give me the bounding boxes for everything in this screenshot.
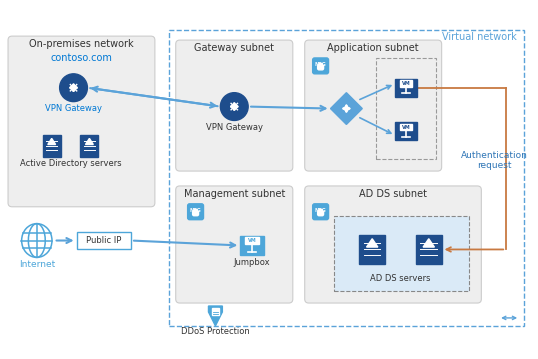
- Text: Internet: Internet: [19, 260, 55, 269]
- Bar: [43, 135, 61, 157]
- Text: NSG: NSG: [315, 62, 327, 67]
- Text: Active Directory servers: Active Directory servers: [20, 159, 122, 168]
- FancyBboxPatch shape: [176, 186, 293, 303]
- Bar: [81, 135, 98, 157]
- Polygon shape: [48, 139, 55, 145]
- Polygon shape: [86, 139, 93, 145]
- Text: NSG: NSG: [190, 208, 201, 213]
- Polygon shape: [208, 306, 222, 326]
- Polygon shape: [423, 239, 434, 247]
- Polygon shape: [330, 93, 362, 125]
- Text: VM: VM: [248, 238, 257, 243]
- Text: contoso.com: contoso.com: [51, 53, 112, 63]
- Bar: [400, 124, 412, 130]
- FancyBboxPatch shape: [305, 40, 442, 171]
- Bar: [416, 234, 442, 264]
- FancyBboxPatch shape: [176, 40, 293, 171]
- FancyBboxPatch shape: [313, 204, 329, 220]
- Bar: [400, 80, 412, 87]
- Text: Authentication
request: Authentication request: [461, 151, 528, 171]
- FancyBboxPatch shape: [193, 211, 199, 216]
- Bar: [240, 236, 264, 255]
- Bar: [76, 232, 131, 250]
- FancyBboxPatch shape: [8, 36, 155, 207]
- Circle shape: [221, 93, 248, 121]
- Bar: [169, 30, 524, 326]
- Bar: [335, 216, 470, 291]
- Text: VPN Gateway: VPN Gateway: [206, 123, 263, 132]
- Text: AD DS subnet: AD DS subnet: [359, 189, 427, 199]
- Text: Public IP: Public IP: [86, 236, 122, 245]
- Bar: [213, 308, 218, 315]
- FancyBboxPatch shape: [305, 186, 482, 303]
- Text: Gateway subnet: Gateway subnet: [194, 43, 274, 53]
- Bar: [395, 122, 417, 140]
- Bar: [395, 79, 417, 97]
- Bar: [359, 234, 385, 264]
- FancyBboxPatch shape: [188, 204, 203, 220]
- Text: Management subnet: Management subnet: [183, 189, 285, 199]
- Text: DDoS Protection: DDoS Protection: [181, 327, 250, 336]
- Text: VM: VM: [401, 125, 410, 130]
- Text: NSG: NSG: [315, 208, 327, 213]
- Bar: [376, 58, 436, 159]
- FancyBboxPatch shape: [313, 58, 329, 74]
- Text: On-premises network: On-premises network: [29, 39, 134, 49]
- Text: Jumpbox: Jumpbox: [234, 258, 271, 267]
- Text: Virtual network: Virtual network: [442, 32, 516, 42]
- Text: VPN Gateway: VPN Gateway: [45, 104, 102, 113]
- Polygon shape: [366, 239, 378, 247]
- Circle shape: [60, 74, 87, 102]
- FancyBboxPatch shape: [317, 211, 323, 216]
- FancyBboxPatch shape: [317, 65, 323, 70]
- Text: Application subnet: Application subnet: [328, 43, 419, 53]
- Bar: [245, 237, 259, 244]
- Text: AD DS servers: AD DS servers: [370, 274, 431, 283]
- Text: VM: VM: [401, 81, 410, 86]
